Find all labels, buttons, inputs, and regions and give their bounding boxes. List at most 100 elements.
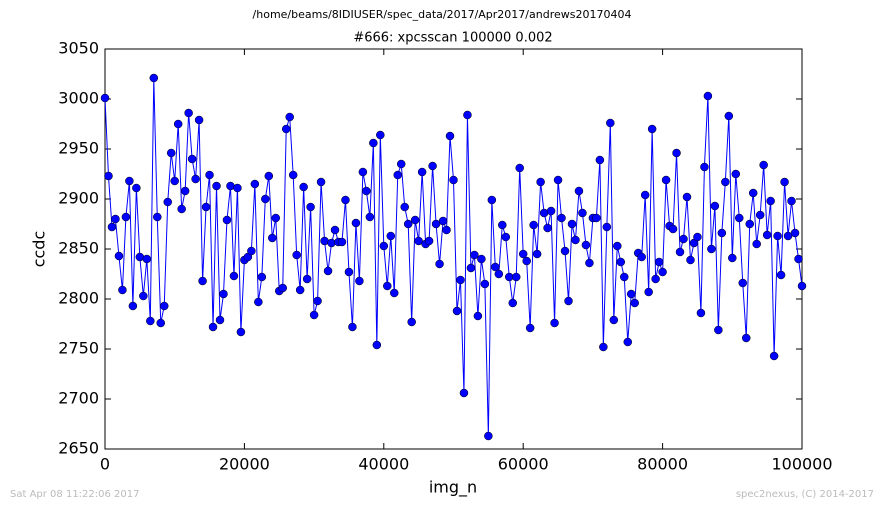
data-point [163, 197, 172, 207]
x-tick-label: 20000 [219, 455, 270, 474]
data-point [424, 236, 434, 246]
data-point [442, 225, 451, 235]
data-point [661, 175, 671, 185]
data-point [487, 195, 497, 205]
data-point [114, 251, 124, 261]
data-point [752, 239, 761, 249]
data-point [755, 210, 765, 220]
chart-title: #666: xpcsscan 100000 0.002 [353, 31, 552, 46]
data-point [731, 169, 741, 179]
data-point [693, 232, 702, 242]
data-point [365, 212, 375, 222]
data-point [459, 388, 469, 398]
x-tick-label: 60000 [498, 455, 549, 474]
data-point [675, 247, 685, 257]
data-point [351, 218, 361, 228]
data-point [703, 91, 713, 101]
data-point [473, 311, 483, 321]
data-point [403, 219, 413, 229]
x-tick-label: 100000 [771, 455, 832, 474]
data-point [348, 322, 357, 332]
data-point [208, 322, 218, 332]
data-point [107, 222, 117, 232]
data-point [330, 225, 340, 235]
data-point [191, 174, 200, 184]
data-point [780, 177, 789, 187]
data-point [762, 230, 772, 240]
data-point [104, 171, 113, 181]
data-point [285, 112, 294, 122]
data-point [518, 249, 528, 259]
data-point [606, 118, 615, 128]
data-point [644, 287, 653, 297]
data-point [550, 318, 559, 328]
data-point [222, 215, 232, 225]
y-tick-label: 3050 [58, 39, 99, 58]
data-point [651, 274, 660, 284]
data-point [470, 250, 479, 260]
data-point [714, 325, 723, 335]
data-point [159, 301, 169, 311]
data-point [721, 177, 730, 187]
data-point [111, 214, 120, 224]
data-point [769, 351, 779, 361]
data-point [609, 315, 619, 325]
data-point [372, 340, 382, 350]
data-point [686, 255, 695, 265]
data-point [438, 216, 448, 226]
data-point [337, 237, 347, 247]
data-point [264, 171, 274, 181]
data-point [428, 161, 437, 171]
data-point [100, 93, 110, 103]
data-point [358, 167, 368, 177]
data-point [738, 278, 748, 288]
data-point [710, 201, 720, 211]
data-point [323, 266, 333, 276]
data-point [581, 240, 591, 250]
data-point [229, 271, 239, 281]
data-point [536, 177, 545, 187]
data-point [180, 186, 190, 196]
data-point [313, 296, 322, 306]
data-point [344, 267, 354, 277]
data-point [700, 162, 709, 172]
data-point [794, 254, 803, 264]
data-point [717, 228, 727, 238]
data-point [532, 249, 542, 259]
data-point [630, 298, 639, 308]
data-point [741, 333, 751, 343]
data-point [173, 119, 183, 129]
data-point [278, 283, 287, 293]
data-point [707, 244, 716, 254]
data-point [254, 297, 263, 307]
data-point [672, 148, 681, 158]
data-point [498, 220, 507, 230]
data-point [449, 175, 458, 185]
data-point [574, 186, 584, 196]
data-point [620, 272, 629, 282]
data-point [640, 190, 650, 200]
data-point [407, 317, 416, 327]
data-point [626, 289, 636, 299]
data-point [396, 159, 406, 169]
data-point [773, 231, 782, 241]
footer-right: spec2nexus, (C) 2014-2017 [736, 489, 874, 500]
data-point [166, 148, 176, 158]
data-point [491, 262, 500, 272]
data-point [369, 138, 378, 148]
data-point [682, 192, 692, 202]
data-point [578, 208, 587, 218]
data-point [668, 224, 678, 234]
data-point [592, 213, 601, 223]
data-point [341, 195, 350, 205]
x-tick-label: 40000 [358, 455, 409, 474]
data-point [236, 327, 246, 337]
data-point [724, 111, 734, 121]
data-point [602, 222, 612, 232]
data-point [316, 177, 326, 187]
data-point [201, 202, 211, 212]
data-point [376, 130, 385, 140]
data-point [118, 285, 127, 295]
data-point [393, 170, 402, 180]
